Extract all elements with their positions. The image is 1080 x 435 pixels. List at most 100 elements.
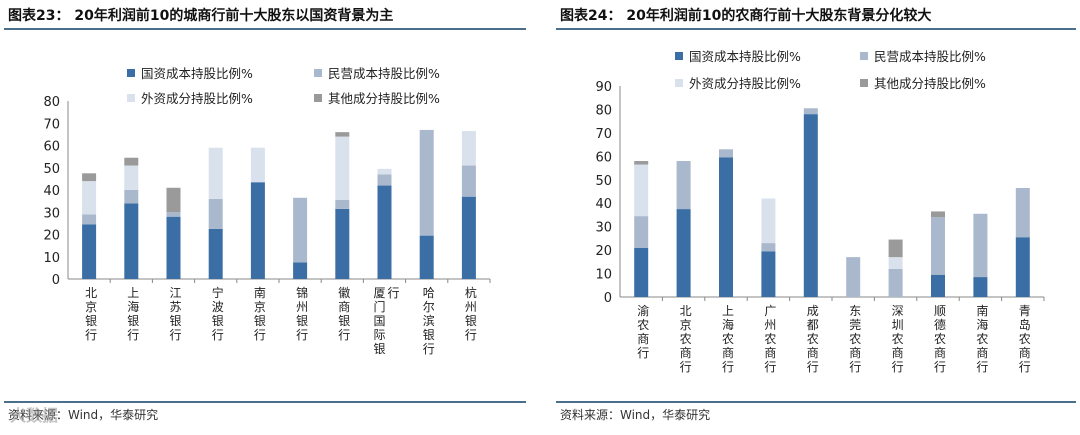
legend-label: 外资成分持股比例%: [141, 91, 253, 106]
bar-segment: [803, 108, 818, 115]
bar-segment: [634, 247, 649, 297]
bar-segment: [461, 196, 476, 279]
x-tick-label: 上海农商行: [722, 304, 734, 374]
y-tick-label: 60: [595, 150, 612, 165]
legend-swatch: [314, 94, 322, 102]
bar-segment: [931, 211, 945, 218]
bar-segment: [335, 208, 350, 279]
legend-swatch: [127, 94, 135, 102]
bar-segment: [761, 251, 776, 297]
x-tick-label: 哈尔滨银行: [423, 286, 435, 356]
bar-segment: [634, 161, 649, 165]
legend-label: 国资成本持股比例%: [689, 49, 801, 64]
footer-rule: [556, 401, 1076, 403]
y-tick-label: 20: [43, 229, 60, 244]
y-tick-label: 70: [595, 127, 612, 142]
x-tick-label: 深圳农商行: [892, 304, 904, 374]
bar-segment: [634, 216, 649, 248]
bar-segment: [335, 136, 350, 201]
bar-segment: [888, 239, 903, 258]
x-tick-label: 南京银行: [254, 285, 266, 342]
bar-segment: [419, 129, 434, 236]
bar-segment: [719, 157, 733, 297]
bar-segment: [419, 235, 434, 279]
bar-segment: [124, 157, 139, 166]
x-tick-label: 北京农商行: [680, 304, 692, 374]
y-tick-label: 80: [43, 95, 60, 110]
bar-segment: [82, 173, 97, 182]
bar-segment: [461, 131, 476, 166]
chart-title: 图表23： 20年利润前10的城商行前十大股东以国资背景为主: [8, 8, 394, 24]
legend-label: 其他成分持股比例%: [328, 91, 440, 106]
legend-label: 民营成本持股比例%: [874, 49, 986, 64]
legend-swatch: [860, 79, 868, 87]
legend-label: 外资成分持股比例%: [689, 76, 801, 91]
bar-segment: [931, 217, 945, 275]
source-note: 资料来源：Wind，华泰研究: [8, 408, 159, 422]
y-tick-label: 50: [43, 162, 60, 177]
bar-segment: [888, 268, 903, 297]
bar-segment: [208, 147, 223, 199]
bar-segment: [973, 213, 988, 278]
bar-segment: [124, 190, 139, 204]
legend-swatch: [675, 52, 683, 60]
y-tick-label: 90: [595, 80, 612, 95]
bar-segment: [82, 214, 97, 225]
bar-segment: [250, 182, 265, 279]
title-rule: [556, 28, 1076, 30]
bar-segment: [124, 203, 139, 279]
bar-segment: [461, 165, 476, 197]
bar-segment: [846, 257, 861, 297]
x-tick-label: 渝农商行: [637, 303, 649, 360]
bar-segment: [676, 161, 691, 210]
x-tick-label: 南海农商行: [976, 303, 988, 374]
chart-title: 图表24： 20年利润前10的农商行前十大股东背景分化较大: [560, 8, 932, 24]
y-tick-label: 60: [43, 140, 60, 155]
x-tick-label: 徽商银行: [338, 285, 350, 342]
bar-segment: [1015, 187, 1030, 238]
y-tick-label: 30: [43, 206, 60, 221]
bar-segment: [124, 165, 139, 190]
x-tick-label: 杭州银行: [465, 285, 477, 342]
chart-panel-rural-banks: 图表24： 20年利润前10的农商行前十大股东背景分化较大 0 10 20 30 40 5…: [552, 0, 1080, 435]
bar-segment: [761, 198, 776, 244]
y-tick-label: 70: [43, 117, 60, 132]
x-tick-label: 成都农商行: [807, 304, 819, 374]
y-tick-label: 80: [595, 103, 612, 118]
y-tick-label: 20: [595, 244, 612, 259]
bar-segment: [377, 185, 392, 279]
legend-swatch: [860, 52, 868, 60]
chart-panel-city-banks: 图表23： 20年利润前10的城商行前十大股东以国资背景为主 0 10 20 30 40…: [0, 0, 530, 435]
title-rule: [4, 28, 526, 30]
x-tick-label: 行: [387, 286, 399, 300]
bar-segment: [973, 277, 988, 297]
bar-segment: [208, 198, 223, 229]
source-note: 资料来源：Wind，华泰研究: [560, 408, 711, 422]
bar-segment: [719, 149, 733, 158]
footer-rule: [4, 401, 526, 403]
y-tick-label: 50: [595, 174, 612, 189]
y-tick-label: 10: [43, 251, 60, 266]
x-tick-label: 厦门国际银: [373, 286, 385, 356]
bar-segment: [166, 187, 181, 213]
bar-segment: [761, 243, 776, 252]
bar-segment: [676, 209, 691, 297]
x-tick-label: 锦州银行: [296, 286, 308, 342]
stacked-bar-chart-rural-banks: 0 10 20 30 40 50 60 70 80 90 渝农商行 北京农商行 上海农商行 广州农商行 成都…: [595, 49, 1045, 374]
x-tick-label: 广州农商行: [764, 304, 776, 374]
y-tick-label: 0: [604, 291, 612, 306]
stacked-bar-chart-city-banks: 0 10 20 30 40 50 60 70 80 北京银行 上海银行 江苏银行 宁波银行 南京银行 锦州银…: [43, 66, 491, 356]
legend-label: 民营成本持股比例%: [328, 66, 440, 81]
y-tick-label: 0: [52, 273, 60, 288]
bar-segment: [82, 181, 97, 215]
x-tick-label: 青岛农商行: [1019, 304, 1031, 374]
bar-segment: [335, 200, 350, 209]
bar-segment: [82, 224, 97, 279]
bar-segment: [931, 274, 945, 297]
legend-label: 国资成本持股比例%: [141, 66, 253, 81]
bar-segment: [293, 197, 308, 263]
bar-segment: [335, 132, 350, 137]
x-tick-label: 东莞农商行: [849, 304, 861, 374]
bar-segment: [377, 174, 392, 186]
bar-segment: [377, 168, 392, 175]
